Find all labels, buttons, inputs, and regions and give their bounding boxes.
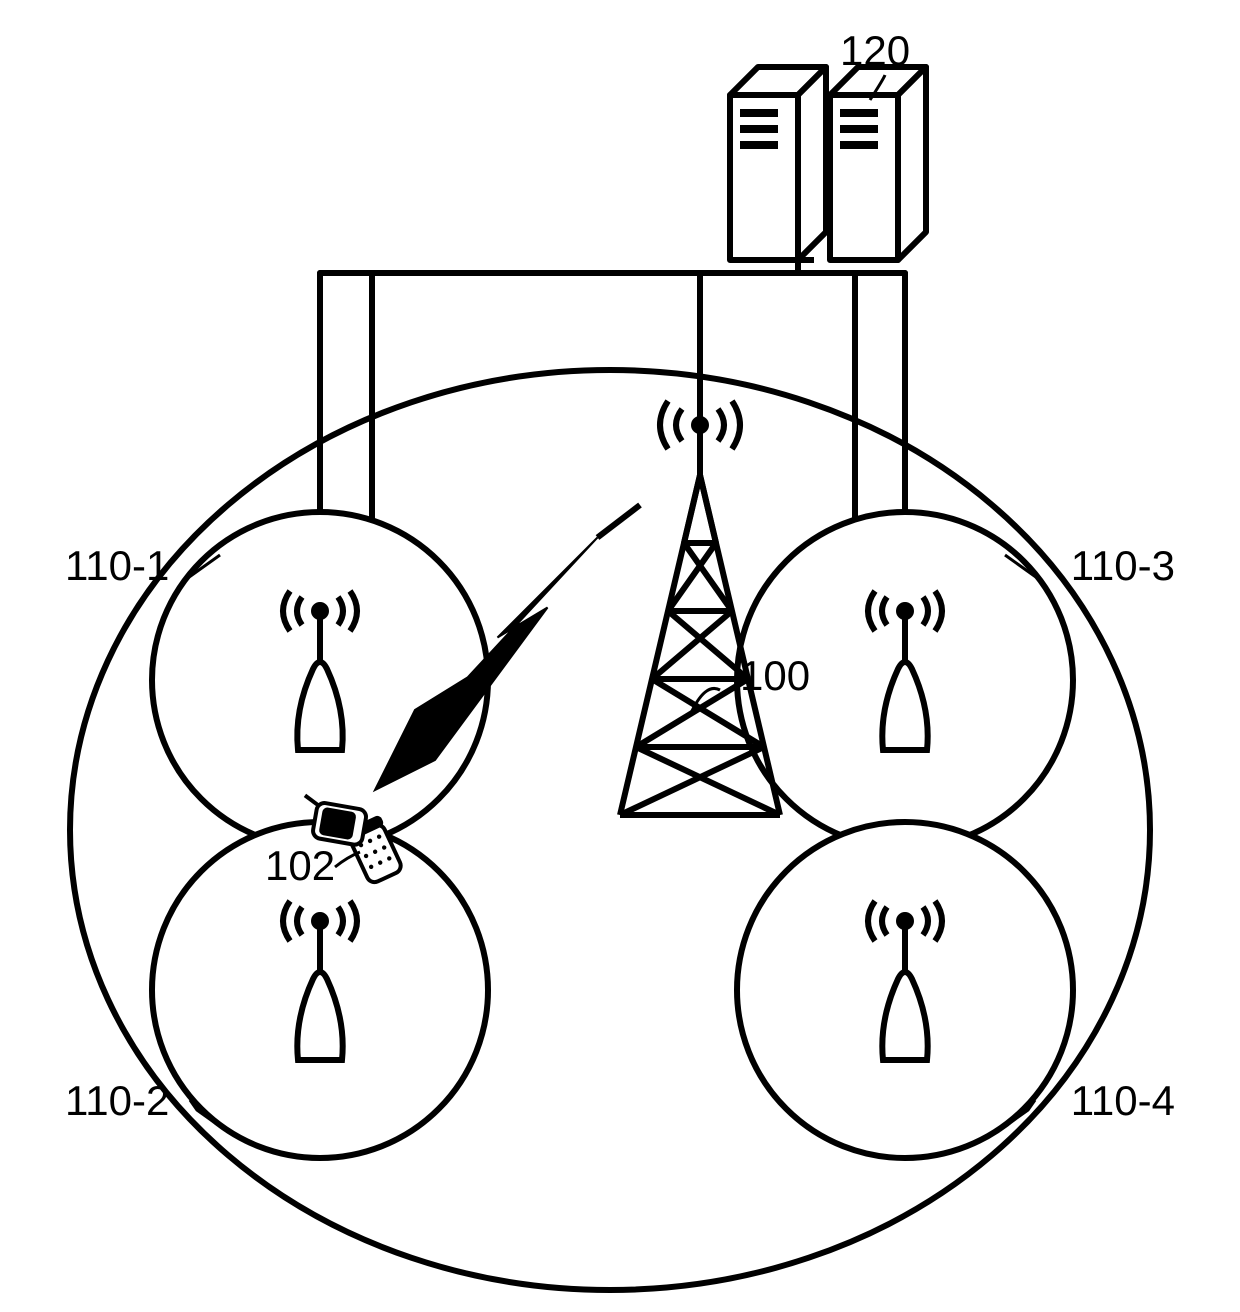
cell-label: 110-1 (65, 542, 169, 589)
phone-label: 102 (265, 842, 335, 889)
core-server-icon (730, 67, 926, 260)
server-label: 120 (840, 27, 910, 74)
tower-label: 100 (740, 652, 810, 699)
cell-label: 110-3 (1071, 542, 1175, 589)
cell-label: 110-2 (65, 1077, 169, 1124)
cell-label: 110-4 (1071, 1077, 1175, 1124)
